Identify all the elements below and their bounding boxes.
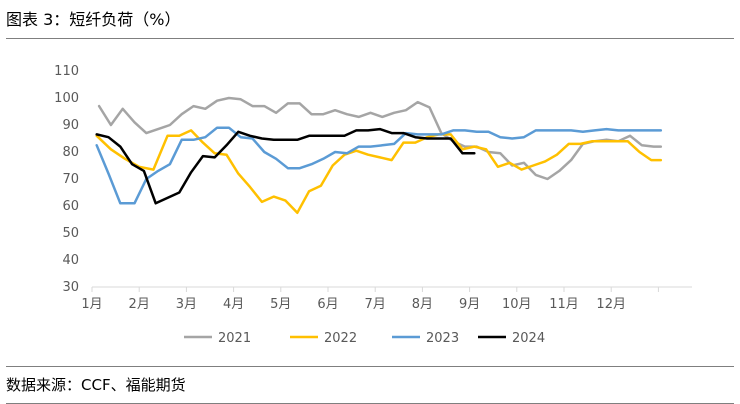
chart-caption: 图表 3：短纤负荷（%）	[6, 2, 734, 39]
y-tick-label: 100	[54, 91, 79, 106]
series-line-2024	[95, 127, 476, 205]
y-axis: 30 40 50 60 70 80 90 100 110	[54, 64, 79, 295]
x-tick-label: 8月	[412, 297, 433, 312]
x-axis: 1月 2月 3月 4月 5月 6月 7月 8月 9月 10月 11月 12月	[81, 286, 692, 312]
y-tick-label: 90	[62, 118, 79, 133]
x-tick-label: 5月	[270, 297, 291, 312]
legend-label-2023: 2023	[426, 331, 459, 346]
y-tick-label: 70	[62, 172, 79, 187]
y-tick-label: 40	[62, 253, 79, 268]
x-tick-label: 3月	[176, 297, 197, 312]
y-tick-label: 60	[62, 199, 79, 214]
x-tick-label: 2月	[129, 297, 150, 312]
x-tick-label: 9月	[459, 297, 480, 312]
y-tick-label: 80	[62, 145, 79, 160]
x-tick-label: 11月	[549, 297, 579, 312]
x-tick-label: 7月	[365, 297, 386, 312]
legend-label-2022: 2022	[324, 331, 357, 346]
y-tick-label: 50	[62, 226, 79, 241]
chart-legend: 2021 2022 2023 2024	[184, 331, 545, 346]
source-note: 数据来源：CCF、福能期货	[6, 366, 734, 404]
series-line-2023	[95, 126, 663, 205]
y-tick-label: 110	[54, 64, 79, 79]
series-line-2021	[97, 96, 663, 181]
x-tick-label: 6月	[317, 297, 338, 312]
legend-label-2024: 2024	[512, 331, 545, 346]
legend-label-2021: 2021	[218, 331, 251, 346]
chart-area: 30 40 50 60 70 80 90 100 110 1月 2月 3月 4月 5月 6月 7月 8月 9月 1…	[6, 38, 734, 366]
x-tick-label: 4月	[223, 297, 244, 312]
x-tick-label: 10月	[502, 297, 532, 312]
x-tick-label: 1月	[81, 297, 102, 312]
x-tick-label: 12月	[596, 297, 626, 312]
y-tick-label: 30	[62, 280, 79, 295]
series-line-2022	[95, 129, 663, 215]
series-layer	[95, 96, 663, 215]
